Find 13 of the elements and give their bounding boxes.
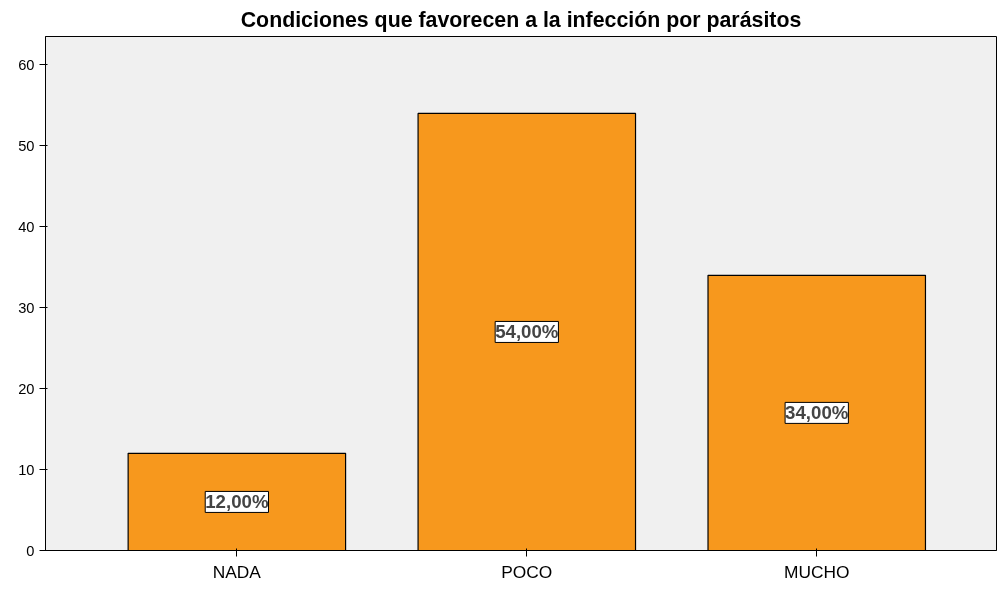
data-label: 54,00% — [495, 321, 559, 343]
y-tick-label: 40 — [18, 218, 35, 235]
x-tick-label: MUCHO — [784, 561, 850, 582]
data-label: 12,00% — [205, 491, 269, 513]
y-tick-label: 60 — [18, 56, 35, 73]
y-tick-label: 0 — [26, 542, 35, 559]
x-tick-label: POCO — [501, 561, 553, 582]
y-tick-label: 30 — [18, 299, 35, 316]
x-tick-label: NADA — [212, 561, 262, 582]
y-tick-label: 50 — [18, 137, 35, 154]
y-tick-label: 20 — [18, 380, 35, 397]
chart-title: Condiciones que favorecen a la infección por parásitos — [240, 7, 802, 32]
y-tick-label: 10 — [18, 461, 35, 478]
